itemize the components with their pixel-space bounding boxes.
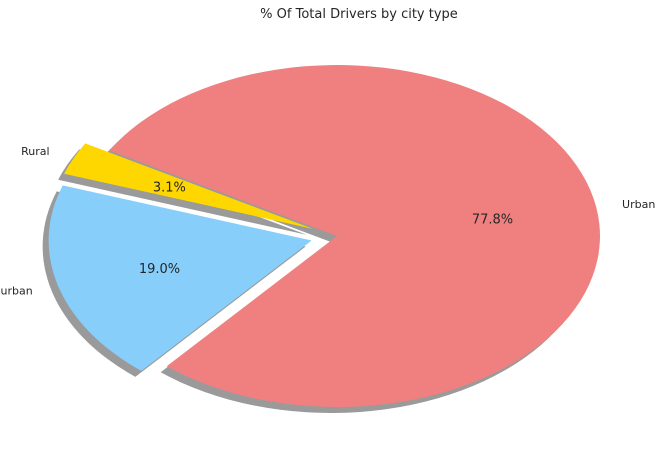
slice-suburban	[48, 185, 312, 371]
category-label-rural: Rural	[21, 145, 49, 158]
slices	[48, 64, 600, 407]
chart-title: % Of Total Drivers by city type	[260, 7, 458, 22]
slice-labels: Rural 3.1% Suburban 19.0% Urban 77.8%	[0, 145, 655, 297]
percent-label-urban: 77.8%	[472, 213, 513, 228]
slice-rural	[64, 143, 314, 229]
percent-label-rural: 3.1%	[153, 181, 186, 196]
category-label-urban: Urban	[622, 198, 655, 211]
slice-urban	[109, 64, 600, 407]
percent-label-suburban: 19.0%	[139, 262, 180, 277]
category-label-suburban: Suburban	[0, 285, 33, 298]
